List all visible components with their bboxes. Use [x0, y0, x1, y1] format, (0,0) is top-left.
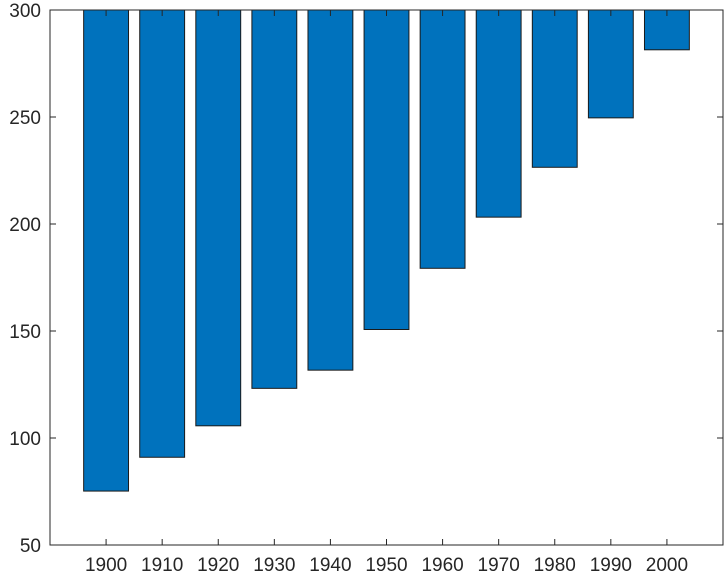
bar-1970 [475, 9, 522, 218]
x-tick-label: 2000 [646, 555, 688, 576]
bar-1980 [531, 9, 578, 168]
bar-1940 [307, 9, 354, 371]
x-tick-label: 1930 [253, 555, 295, 576]
y-tick-label: 50 [20, 536, 41, 557]
bar-2000 [643, 9, 690, 51]
y-tick-label: 250 [9, 108, 41, 129]
bar-1920 [195, 9, 242, 427]
x-tick-label: 1900 [85, 555, 127, 576]
bar-1990 [587, 9, 634, 119]
x-tick-label: 1950 [365, 555, 407, 576]
bar-1930 [251, 9, 298, 389]
x-tick-label: 1990 [590, 555, 632, 576]
x-tick-label: 1940 [309, 555, 351, 576]
y-axis-ticks: 50 100 150 200 250 300 [9, 1, 723, 557]
x-tick-label: 1970 [478, 555, 520, 576]
x-tick-label: 1910 [141, 555, 183, 576]
y-tick-label: 150 [9, 322, 41, 343]
x-tick-label: 1980 [534, 555, 576, 576]
bars-group [83, 9, 690, 492]
bar-1950 [363, 9, 410, 330]
axes-box [49, 9, 724, 546]
bar-1900 [83, 9, 130, 492]
x-tick-label: 1960 [421, 555, 463, 576]
y-tick-label: 300 [9, 1, 41, 22]
y-tick-label: 200 [9, 215, 41, 236]
bar-1910 [139, 9, 186, 458]
x-tick-label: 1920 [197, 555, 239, 576]
y-tick-label: 100 [9, 429, 41, 450]
bar-1960 [419, 9, 466, 269]
x-axis-ticks: 1900 1910 1920 1930 1940 1950 1960 1970 1980 1990… [85, 10, 688, 576]
